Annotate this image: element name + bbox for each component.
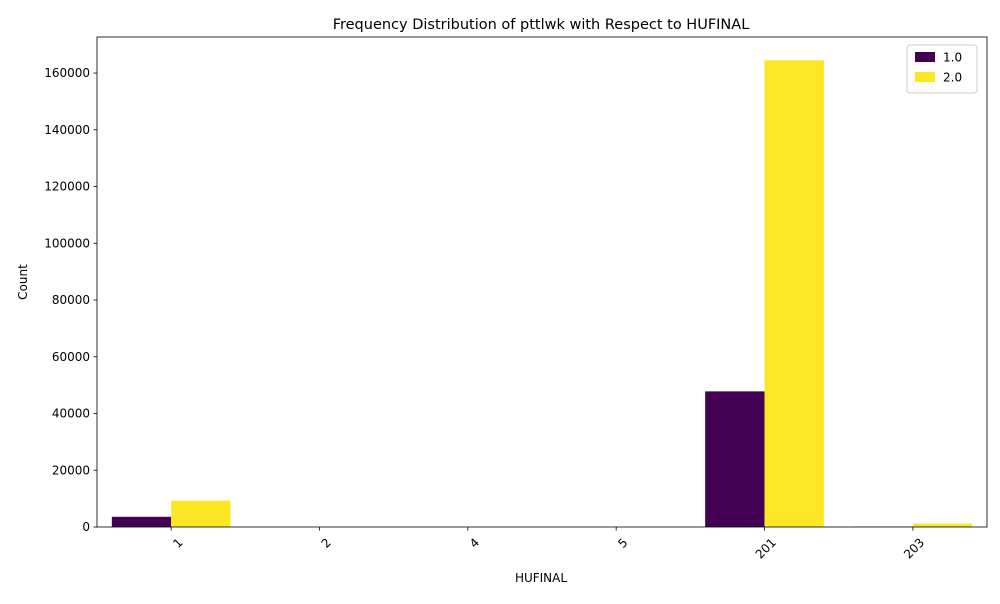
y-axis-label: Count — [16, 264, 30, 300]
y-tick-label-160000: 160000 — [44, 66, 90, 80]
legend-label-2.0: 2.0 — [943, 71, 962, 85]
x-tick-label-5: 5 — [615, 535, 630, 550]
y-tick-label-60000: 60000 — [52, 350, 90, 364]
bar-2.0-201 — [765, 60, 824, 527]
x-tick-label-203: 203 — [901, 535, 927, 561]
legend-swatch-1.0 — [915, 52, 935, 62]
x-tick-label-2: 2 — [319, 535, 334, 550]
y-tick-label-40000: 40000 — [52, 407, 90, 421]
plot-frame — [97, 37, 987, 527]
y-tick-label-0: 0 — [82, 520, 90, 534]
chart-title: Frequency Distribution of pttlwk with Re… — [333, 17, 750, 33]
y-tick-label-80000: 80000 — [52, 293, 90, 307]
y-tick-label-120000: 120000 — [44, 180, 90, 194]
bar-2.0-1 — [171, 501, 230, 527]
x-tick-label-4: 4 — [467, 535, 482, 550]
legend-label-1.0: 1.0 — [943, 51, 962, 65]
y-tick-label-140000: 140000 — [44, 123, 90, 137]
y-tick-label-100000: 100000 — [44, 236, 90, 250]
bar-2.0-203 — [913, 524, 972, 527]
bar-1.0-1 — [112, 517, 171, 527]
legend-swatch-2.0 — [915, 72, 935, 82]
legend: 1.02.0 — [907, 45, 977, 93]
x-axis-label: HUFINAL — [515, 571, 567, 585]
x-tick-label-201: 201 — [753, 535, 779, 561]
x-tick-label-1: 1 — [170, 535, 185, 550]
bar-1.0-201 — [705, 391, 764, 527]
y-tick-label-20000: 20000 — [52, 463, 90, 477]
